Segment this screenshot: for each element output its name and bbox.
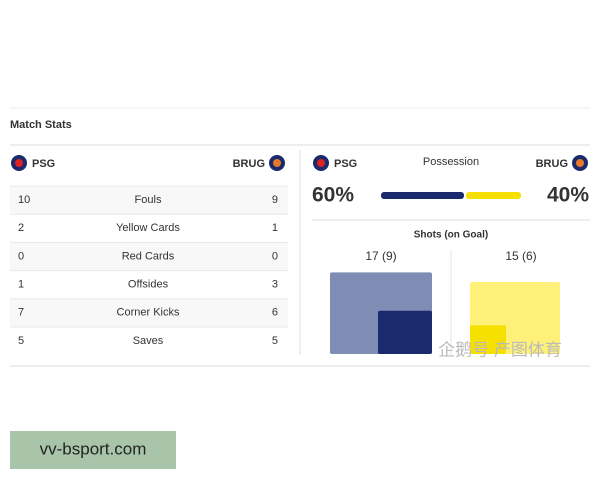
on-goal-box (470, 325, 506, 354)
home-team: PSG (32, 158, 55, 170)
stat-label: Saves (133, 335, 164, 347)
stat-label: Red Cards (122, 250, 175, 262)
possession-bar (381, 192, 464, 199)
away-value: 1 (272, 222, 278, 234)
away-value: 6 (272, 307, 278, 319)
stat-label: Fouls (135, 194, 162, 206)
away-value: 0 (272, 250, 278, 262)
away-value: 5 (272, 335, 278, 347)
home-value: 10 (18, 194, 30, 206)
shots-label: Shots (on Goal) (414, 230, 488, 241)
home-possession: 60% (312, 184, 354, 207)
row-bg (10, 186, 288, 214)
away-value: 9 (272, 194, 278, 206)
home-value: 1 (18, 279, 24, 291)
logos (11, 155, 588, 171)
banner-text[interactable]: vv-bsport.com (40, 439, 147, 458)
away-value: 3 (272, 279, 278, 291)
home-value: 2 (18, 222, 24, 234)
stat-label: Corner Kicks (117, 307, 180, 319)
away-shots: 15 (6) (505, 249, 536, 263)
stat-label: Offsides (128, 279, 169, 291)
banner[interactable] (10, 431, 176, 469)
away-team: BRUG (233, 158, 265, 170)
home-value: 5 (18, 335, 24, 347)
on-goal-box (378, 310, 432, 354)
stat-label: Yellow Cards (116, 222, 180, 234)
home-team: PSG (334, 158, 357, 170)
row-bg (10, 242, 288, 271)
watermark: 企鹅号 产图体育 (438, 340, 562, 359)
row-bg (10, 298, 288, 327)
home-value: 7 (18, 307, 24, 319)
away-team: BRUG (536, 158, 568, 170)
home-shots: 17 (9) (365, 249, 396, 263)
title: Match Stats (10, 119, 72, 131)
possession-bar (466, 192, 521, 199)
possession-label: Possession (423, 156, 479, 168)
home-value: 0 (18, 250, 24, 262)
away-possession: 40% (547, 184, 589, 207)
